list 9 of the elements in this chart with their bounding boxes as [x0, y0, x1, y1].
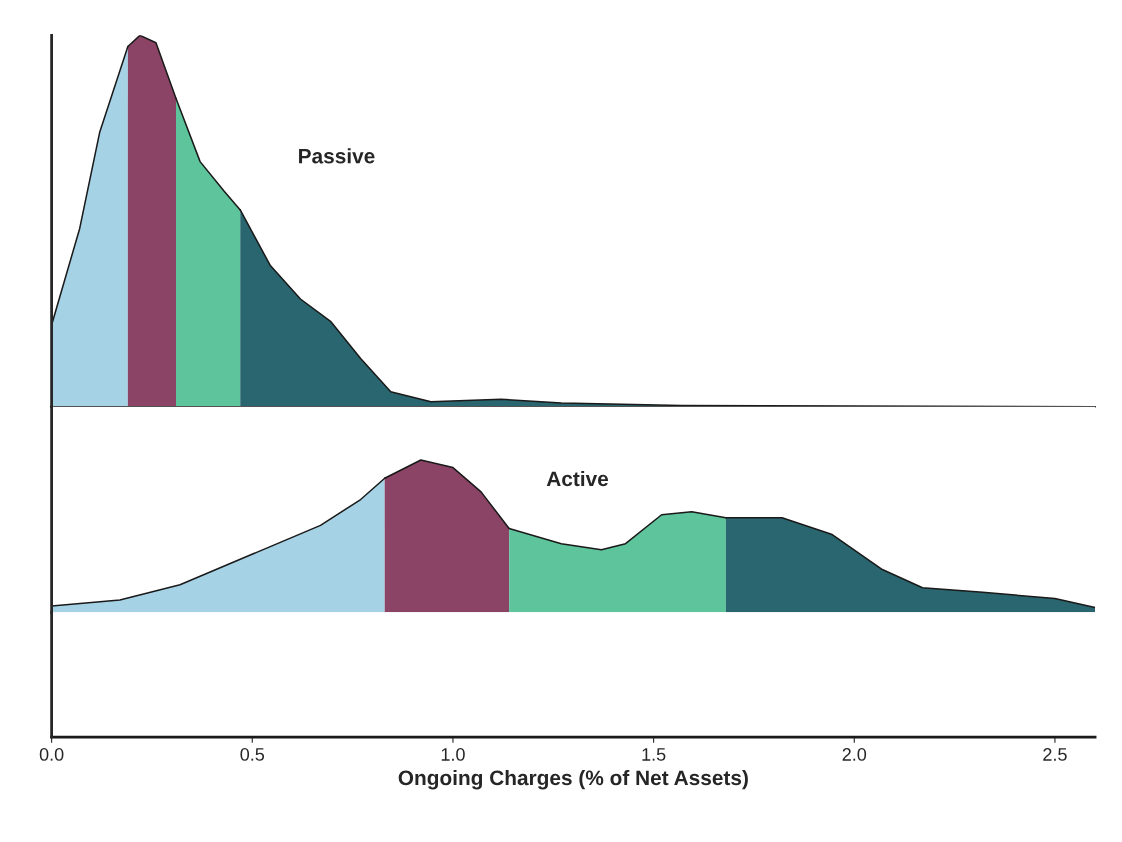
x-tick-label: 2.5 — [1043, 748, 1067, 761]
x-tick-label: 2.0 — [842, 748, 867, 761]
annotation: Active — [546, 470, 609, 487]
x-tick-label: 0.0 — [39, 748, 64, 761]
x-axis-title: Ongoing Charges (% of Net Assets) — [398, 769, 748, 790]
annotation: Passive — [299, 148, 375, 164]
x-tick-label: 0.5 — [240, 748, 265, 761]
x-tick-label: 1.5 — [642, 748, 666, 761]
x-tick-label: 1.0 — [441, 748, 465, 761]
